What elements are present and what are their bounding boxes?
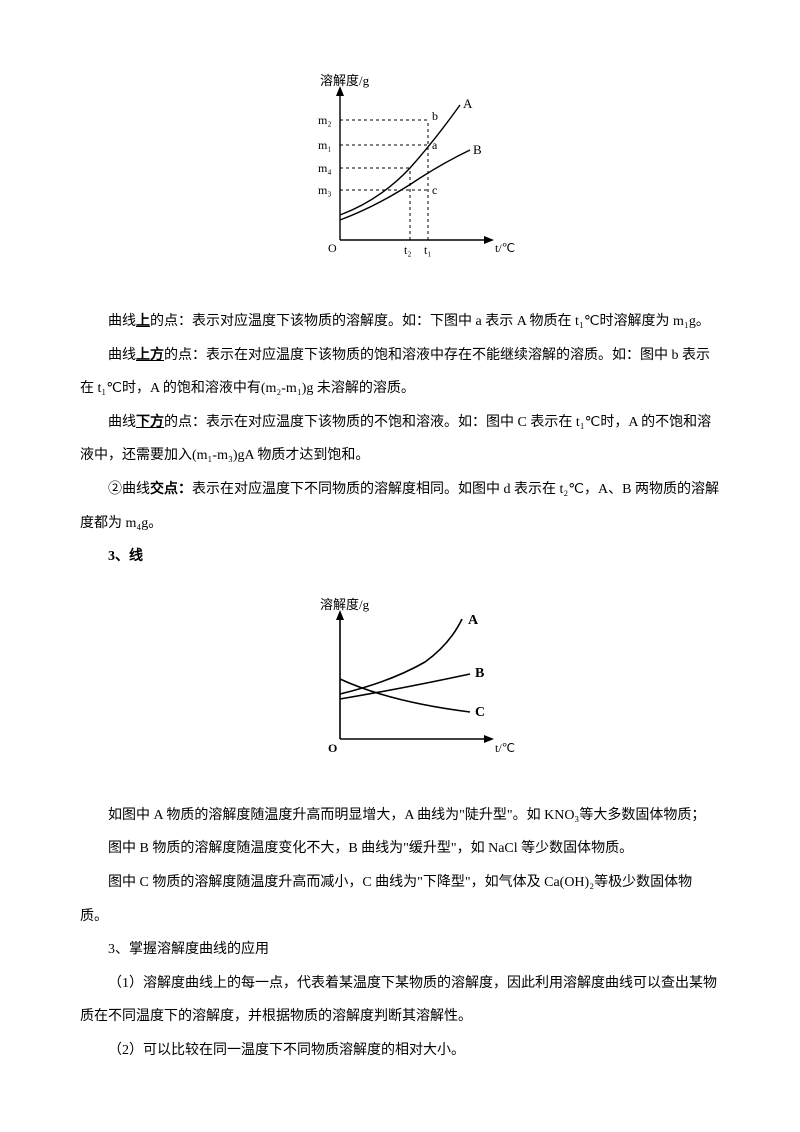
p4-pre: ②曲线 [108,482,150,497]
chart1-label-a: A [463,96,473,111]
chart1-point-a: a [432,138,438,152]
chart2-ylabel: 溶解度/g [320,597,370,612]
chart1-tick-t2: t₂ [404,243,412,257]
chart1-ylabel: 溶解度/g [320,73,370,88]
paragraph-9: 3、掌握溶解度曲线的应用 [80,933,720,967]
p1-rest: 的点：表示对应温度下该物质的溶解度。如：下图中 a 表示 A 物质在 t₁℃时溶… [150,314,710,329]
p3-pre: 曲线 [108,415,136,430]
paragraph-4: ②曲线交点：表示在对应温度下不同物质的溶解度相同。如图中 d 表示在 t₂℃，A… [80,473,720,540]
paragraph-1: 曲线上的点：表示对应温度下该物质的溶解度。如：下图中 a 表示 A 物质在 t₁… [80,305,720,339]
paragraph-5: 3、线 [80,540,720,574]
chart2-xarrow [484,735,494,743]
chart1-tick-m4: m₄ [318,161,332,175]
solubility-chart-2: 溶解度/g O t/℃ A B C [280,594,520,764]
chart1-curve-a [340,105,460,215]
chart1-label-b: B [473,142,482,157]
paragraph-8: 图中 C 物质的溶解度随温度升高而减小，C 曲线为"下降型"，如气体及 Ca(O… [80,866,720,933]
chart1-xlabel: t/℃ [495,241,515,255]
chart2-label-b: B [475,666,484,681]
p1-pre: 曲线 [108,314,136,329]
paragraph-11: （2）可以比较在同一温度下不同物质溶解度的相对大小。 [80,1034,720,1068]
chart2-container: 溶解度/g O t/℃ A B C [80,594,720,769]
p3-rest: 的点：表示在对应温度下该物质的不饱和溶液。如：图中 C 表示在 t₁℃时，A 的… [80,415,711,464]
chart2-label-c: C [475,705,485,720]
p4-bold: 交点： [150,482,192,497]
chart2-xlabel: t/℃ [495,741,515,755]
chart2-label-a: A [468,613,479,628]
paragraph-2: 曲线上方的点：表示在对应温度下该物质的饱和溶液中存在不能继续溶解的溶质。如：图中… [80,339,720,406]
chart1-point-b: b [432,109,438,123]
p3-bold: 下方 [136,415,164,430]
paragraph-6: 如图中 A 物质的溶解度随温度升高而明显增大，A 曲线为"陡升型"。如 KNO₃… [80,799,720,833]
chart1-tick-m1: m₁ [318,138,332,152]
chart1-xarrow [484,236,494,244]
chart1-container: 溶解度/g O t/℃ A B m₂ b m₁ [80,70,720,275]
p1-bold: 上 [136,314,150,329]
document-page: 溶解度/g O t/℃ A B m₂ b m₁ [0,0,800,1118]
paragraph-10: （1）溶解度曲线上的每一点，代表着某温度下某物质的溶解度，因此利用溶解度曲线可以… [80,967,720,1034]
chart1-point-c: c [432,183,437,197]
paragraph-3: 曲线下方的点：表示在对应温度下该物质的不饱和溶液。如：图中 C 表示在 t₁℃时… [80,406,720,473]
chart1-origin: O [328,241,337,255]
p2-pre: 曲线 [108,348,136,363]
chart1-tick-t1: t₁ [424,243,432,257]
chart2-origin: O [328,741,337,755]
p2-bold: 上方 [136,348,164,363]
p2-rest: 的点：表示在对应温度下该物质的饱和溶液中存在不能继续溶解的溶质。如：图中 b 表… [80,348,710,397]
chart2-curve-a [340,619,462,694]
paragraph-7: 图中 B 物质的溶解度随温度变化不大，B 曲线为"缓升型"，如 NaCl 等少数… [80,832,720,866]
chart1-tick-m2: m₂ [318,113,332,127]
solubility-chart-1: 溶解度/g O t/℃ A B m₂ b m₁ [280,70,520,270]
chart1-tick-m3: m₃ [318,183,332,197]
chart1-curve-b [340,150,470,220]
